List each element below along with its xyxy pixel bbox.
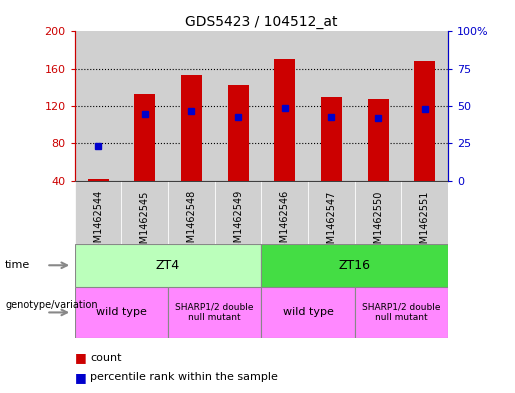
Bar: [355, 287, 448, 338]
Text: GSM1462547: GSM1462547: [327, 190, 336, 255]
Text: ZT4: ZT4: [156, 259, 180, 272]
Text: GSM1462544: GSM1462544: [93, 190, 103, 255]
Text: genotype/variation: genotype/variation: [5, 299, 98, 310]
Bar: [181, 75, 202, 181]
Bar: [261, 181, 308, 244]
Bar: [215, 181, 261, 244]
Text: GSM1462545: GSM1462545: [140, 190, 150, 255]
Bar: [228, 84, 249, 181]
Text: GSM1462551: GSM1462551: [420, 190, 430, 255]
Bar: [75, 31, 122, 181]
Bar: [261, 287, 355, 338]
Bar: [168, 287, 261, 338]
Text: time: time: [5, 260, 30, 270]
Bar: [168, 181, 215, 244]
Text: wild type: wild type: [283, 307, 334, 318]
Text: GSM1462549: GSM1462549: [233, 190, 243, 255]
Bar: [368, 99, 388, 181]
Bar: [75, 181, 122, 244]
Bar: [122, 181, 168, 244]
Bar: [401, 181, 448, 244]
Bar: [88, 179, 109, 181]
Bar: [75, 244, 261, 287]
Bar: [168, 31, 215, 181]
Bar: [308, 31, 355, 181]
Text: count: count: [90, 353, 122, 363]
Bar: [215, 31, 261, 181]
Bar: [134, 94, 155, 181]
Text: percentile rank within the sample: percentile rank within the sample: [90, 372, 278, 382]
Text: ■: ■: [75, 351, 87, 364]
Bar: [321, 97, 342, 181]
Bar: [355, 31, 401, 181]
Text: GSM1462550: GSM1462550: [373, 190, 383, 255]
Bar: [261, 31, 308, 181]
Text: SHARP1/2 double
null mutant: SHARP1/2 double null mutant: [362, 303, 441, 322]
Bar: [355, 181, 401, 244]
Text: GSM1462546: GSM1462546: [280, 190, 290, 255]
Bar: [274, 59, 295, 181]
Text: ZT16: ZT16: [339, 259, 371, 272]
Bar: [261, 244, 448, 287]
Bar: [122, 31, 168, 181]
Bar: [414, 61, 435, 181]
Bar: [401, 31, 448, 181]
Text: GSM1462548: GSM1462548: [186, 190, 196, 255]
Title: GDS5423 / 104512_at: GDS5423 / 104512_at: [185, 15, 338, 29]
Bar: [308, 181, 355, 244]
Text: ■: ■: [75, 371, 87, 384]
Text: wild type: wild type: [96, 307, 147, 318]
Text: SHARP1/2 double
null mutant: SHARP1/2 double null mutant: [176, 303, 254, 322]
Bar: [75, 287, 168, 338]
